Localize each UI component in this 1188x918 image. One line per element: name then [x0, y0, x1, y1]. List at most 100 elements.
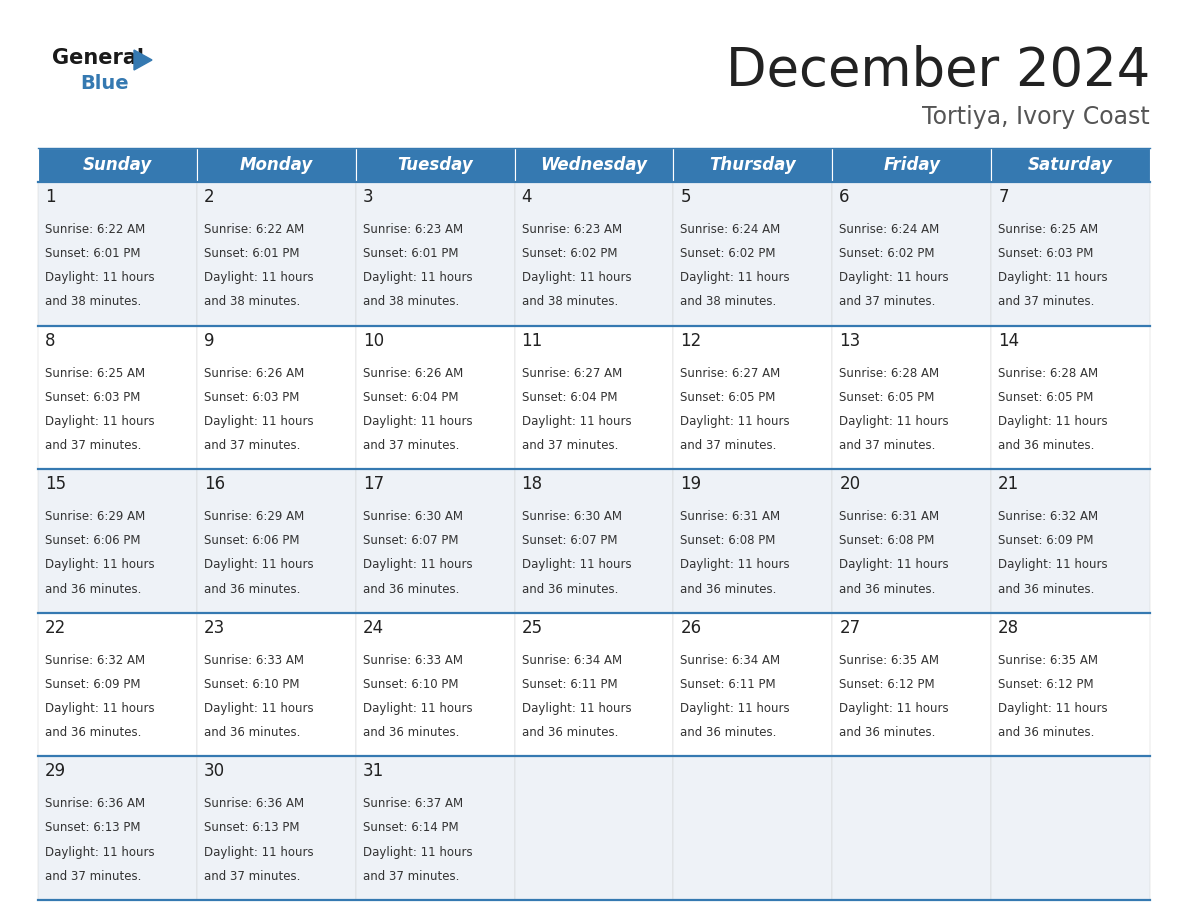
- Text: Sunrise: 6:22 AM: Sunrise: 6:22 AM: [204, 223, 304, 236]
- Bar: [197, 326, 355, 469]
- Text: Sunrise: 6:33 AM: Sunrise: 6:33 AM: [362, 654, 462, 666]
- Text: 18: 18: [522, 476, 543, 493]
- Text: Sunrise: 6:28 AM: Sunrise: 6:28 AM: [839, 366, 940, 379]
- Text: and 38 minutes.: and 38 minutes.: [204, 296, 301, 308]
- Text: Daylight: 11 hours: Daylight: 11 hours: [681, 271, 790, 285]
- Text: Sunset: 6:11 PM: Sunset: 6:11 PM: [681, 677, 776, 691]
- Text: and 37 minutes.: and 37 minutes.: [998, 296, 1094, 308]
- Text: Sunrise: 6:30 AM: Sunrise: 6:30 AM: [522, 510, 621, 523]
- Text: 31: 31: [362, 763, 384, 780]
- Text: Tuesday: Tuesday: [397, 156, 473, 174]
- Text: Sunrise: 6:32 AM: Sunrise: 6:32 AM: [998, 510, 1098, 523]
- Text: Sunset: 6:01 PM: Sunset: 6:01 PM: [362, 247, 459, 260]
- Text: Sunset: 6:02 PM: Sunset: 6:02 PM: [681, 247, 776, 260]
- Text: Sunrise: 6:31 AM: Sunrise: 6:31 AM: [839, 510, 940, 523]
- Text: Sunrise: 6:26 AM: Sunrise: 6:26 AM: [362, 366, 463, 379]
- Text: 22: 22: [45, 619, 67, 637]
- Text: 15: 15: [45, 476, 67, 493]
- Text: and 38 minutes.: and 38 minutes.: [362, 296, 459, 308]
- Text: and 37 minutes.: and 37 minutes.: [681, 439, 777, 452]
- Bar: [355, 148, 514, 182]
- Text: and 37 minutes.: and 37 minutes.: [362, 869, 459, 883]
- Text: 29: 29: [45, 763, 67, 780]
- Text: and 36 minutes.: and 36 minutes.: [362, 583, 459, 596]
- Text: General: General: [52, 48, 144, 68]
- Text: Sunrise: 6:27 AM: Sunrise: 6:27 AM: [681, 366, 781, 379]
- Text: 1: 1: [45, 188, 56, 206]
- Bar: [674, 613, 833, 756]
- Text: Blue: Blue: [80, 74, 128, 93]
- Text: Daylight: 11 hours: Daylight: 11 hours: [839, 558, 949, 571]
- Text: Sunset: 6:05 PM: Sunset: 6:05 PM: [839, 391, 935, 404]
- Bar: [38, 182, 197, 326]
- Bar: [38, 326, 197, 469]
- Text: Sunset: 6:05 PM: Sunset: 6:05 PM: [681, 391, 776, 404]
- Text: 30: 30: [204, 763, 225, 780]
- Text: and 36 minutes.: and 36 minutes.: [522, 726, 618, 739]
- Text: and 36 minutes.: and 36 minutes.: [204, 583, 301, 596]
- Text: Sunset: 6:04 PM: Sunset: 6:04 PM: [362, 391, 459, 404]
- Bar: [355, 182, 514, 326]
- Text: Sunset: 6:09 PM: Sunset: 6:09 PM: [998, 534, 1094, 547]
- Text: 26: 26: [681, 619, 702, 637]
- Text: and 36 minutes.: and 36 minutes.: [998, 583, 1094, 596]
- Bar: [514, 613, 674, 756]
- Bar: [514, 182, 674, 326]
- Text: 6: 6: [839, 188, 849, 206]
- Text: Daylight: 11 hours: Daylight: 11 hours: [681, 558, 790, 571]
- Text: 27: 27: [839, 619, 860, 637]
- Bar: [674, 182, 833, 326]
- Text: and 37 minutes.: and 37 minutes.: [204, 439, 301, 452]
- Text: 16: 16: [204, 476, 225, 493]
- Text: 5: 5: [681, 188, 691, 206]
- Text: Sunrise: 6:33 AM: Sunrise: 6:33 AM: [204, 654, 304, 666]
- Text: and 36 minutes.: and 36 minutes.: [839, 583, 936, 596]
- Text: Daylight: 11 hours: Daylight: 11 hours: [681, 702, 790, 715]
- Text: and 36 minutes.: and 36 minutes.: [681, 726, 777, 739]
- Text: Sunrise: 6:25 AM: Sunrise: 6:25 AM: [998, 223, 1098, 236]
- Text: and 36 minutes.: and 36 minutes.: [45, 726, 141, 739]
- Text: Sunset: 6:06 PM: Sunset: 6:06 PM: [45, 534, 140, 547]
- Text: 25: 25: [522, 619, 543, 637]
- Text: and 37 minutes.: and 37 minutes.: [839, 439, 936, 452]
- Text: Sunrise: 6:35 AM: Sunrise: 6:35 AM: [998, 654, 1098, 666]
- Text: Daylight: 11 hours: Daylight: 11 hours: [998, 702, 1107, 715]
- Bar: [355, 756, 514, 900]
- Text: Daylight: 11 hours: Daylight: 11 hours: [998, 271, 1107, 285]
- Text: Daylight: 11 hours: Daylight: 11 hours: [522, 558, 631, 571]
- Bar: [38, 148, 197, 182]
- Text: Sunset: 6:12 PM: Sunset: 6:12 PM: [998, 677, 1094, 691]
- Text: 13: 13: [839, 331, 860, 350]
- Text: Sunset: 6:06 PM: Sunset: 6:06 PM: [204, 534, 299, 547]
- Bar: [514, 756, 674, 900]
- Text: Daylight: 11 hours: Daylight: 11 hours: [204, 271, 314, 285]
- Text: Sunset: 6:04 PM: Sunset: 6:04 PM: [522, 391, 617, 404]
- Bar: [514, 469, 674, 613]
- Text: Tortiya, Ivory Coast: Tortiya, Ivory Coast: [922, 105, 1150, 129]
- Text: 11: 11: [522, 331, 543, 350]
- Text: Daylight: 11 hours: Daylight: 11 hours: [362, 415, 473, 428]
- Text: Sunrise: 6:24 AM: Sunrise: 6:24 AM: [839, 223, 940, 236]
- Text: Sunrise: 6:26 AM: Sunrise: 6:26 AM: [204, 366, 304, 379]
- Text: Sunrise: 6:30 AM: Sunrise: 6:30 AM: [362, 510, 462, 523]
- Text: 20: 20: [839, 476, 860, 493]
- Text: and 37 minutes.: and 37 minutes.: [45, 869, 141, 883]
- Text: Daylight: 11 hours: Daylight: 11 hours: [45, 845, 154, 858]
- Text: Daylight: 11 hours: Daylight: 11 hours: [362, 702, 473, 715]
- Text: Sunrise: 6:23 AM: Sunrise: 6:23 AM: [362, 223, 463, 236]
- Text: Sunset: 6:08 PM: Sunset: 6:08 PM: [839, 534, 935, 547]
- Text: 23: 23: [204, 619, 225, 637]
- Text: Sunset: 6:01 PM: Sunset: 6:01 PM: [204, 247, 299, 260]
- Text: 9: 9: [204, 331, 214, 350]
- Text: Sunrise: 6:37 AM: Sunrise: 6:37 AM: [362, 798, 463, 811]
- Text: Sunset: 6:03 PM: Sunset: 6:03 PM: [45, 391, 140, 404]
- Bar: [991, 182, 1150, 326]
- Text: 28: 28: [998, 619, 1019, 637]
- Text: 2: 2: [204, 188, 215, 206]
- Bar: [197, 756, 355, 900]
- Bar: [355, 469, 514, 613]
- Text: Daylight: 11 hours: Daylight: 11 hours: [998, 415, 1107, 428]
- Text: Sunrise: 6:25 AM: Sunrise: 6:25 AM: [45, 366, 145, 379]
- Text: Friday: Friday: [883, 156, 940, 174]
- Text: and 37 minutes.: and 37 minutes.: [45, 439, 141, 452]
